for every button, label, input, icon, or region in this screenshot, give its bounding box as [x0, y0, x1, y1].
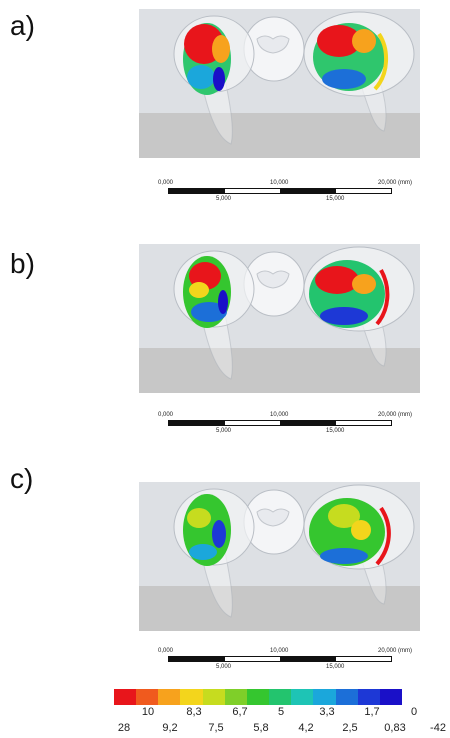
- legend-label: 5,8: [253, 722, 269, 734]
- teeth-svg: [173, 246, 415, 380]
- scale-tick: 5,000: [216, 664, 232, 670]
- scale-tick: 10,000: [270, 412, 289, 418]
- legend-color-cell: [246, 689, 270, 705]
- legend-label: 6,7: [232, 706, 248, 718]
- legend-label: 0,83: [384, 722, 406, 734]
- legend-color-cell: [335, 689, 358, 705]
- base-block: [139, 348, 420, 393]
- legend-color-cell: [180, 689, 203, 705]
- scale-bar-track: [168, 420, 392, 426]
- scale-bar-track: [168, 188, 392, 194]
- legend-label: -42: [430, 722, 446, 734]
- legend-color-cell: [114, 689, 137, 705]
- legend-color-cell: [379, 689, 403, 705]
- panel-label-c: c): [10, 463, 34, 494]
- scale-tick: 5,000: [216, 428, 232, 434]
- scale-bar-c: 0,000 10,000 20,000 (mm) 5,000 15,000: [150, 648, 420, 678]
- scale-bar-b: 0,000 10,000 20,000 (mm) 5,000 15,000: [150, 412, 420, 442]
- legend-label: 0: [410, 706, 418, 718]
- legend-label: 4,2: [298, 722, 314, 734]
- teeth-svg: [173, 484, 415, 618]
- legend-color-cell: [202, 689, 225, 705]
- scale-tick: 10,000: [270, 180, 289, 186]
- scale-tick: 0,000: [158, 180, 174, 186]
- legend-color-cell: [158, 689, 181, 705]
- legend-label: 5: [277, 706, 285, 718]
- legend-label: 3,3: [319, 706, 335, 718]
- scale-tick: 20,000 (mm): [378, 412, 413, 418]
- panel-label-a: a): [10, 10, 35, 41]
- legend-bottom-labels: 28 9,2 7,5 5,8 4,2 2,5 0,83 -42: [0, 722, 450, 736]
- legend-color-cell: [291, 689, 314, 705]
- legend-label: 7,5: [208, 722, 224, 734]
- scale-tick: 20,000 (mm): [378, 648, 413, 654]
- legend-label: 1,7: [364, 706, 380, 718]
- legend-color-cell: [313, 689, 336, 705]
- legend-top-labels: 10 8,3 6,7 5 3,3 1,7 0: [0, 706, 450, 720]
- legend-color-cell: [357, 689, 380, 705]
- scale-tick: 20,000 (mm): [378, 180, 413, 186]
- scale-tick: 5,000: [216, 196, 232, 202]
- model-render-b: [139, 244, 420, 393]
- scale-tick: 0,000: [158, 648, 174, 654]
- legend-label: 10: [141, 706, 155, 718]
- scale-tick: 15,000: [326, 196, 345, 202]
- scale-tick: 15,000: [326, 664, 345, 670]
- scale-tick: 0,000: [158, 412, 174, 418]
- legend-color-cell: [224, 689, 247, 705]
- legend-label: 9,2: [162, 722, 178, 734]
- base-block: [139, 113, 420, 158]
- legend-color-cell: [136, 689, 159, 705]
- color-legend-bar: [114, 689, 403, 705]
- legend-color-cell: [269, 689, 292, 705]
- teeth-svg: [173, 11, 415, 145]
- legend-label: 8,3: [186, 706, 202, 718]
- legend-label: 2,5: [342, 722, 358, 734]
- legend-label: 28: [117, 722, 131, 734]
- scale-tick: 10,000: [270, 648, 289, 654]
- scale-bar-a: 0,000 10,000 20,000 (mm) 5,000 15,000: [150, 180, 420, 210]
- model-render-a: [139, 9, 420, 158]
- scale-bar-track: [168, 656, 392, 662]
- scale-tick: 15,000: [326, 428, 345, 434]
- panel-label-b: b): [10, 248, 35, 279]
- model-render-c: [139, 482, 420, 631]
- base-block: [139, 586, 420, 631]
